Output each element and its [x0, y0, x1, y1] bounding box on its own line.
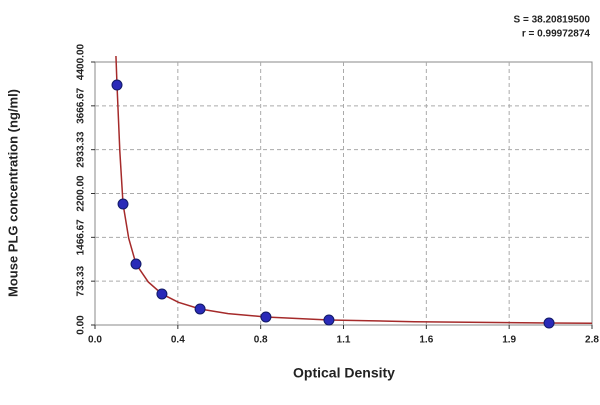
data-point — [260, 311, 272, 323]
data-point — [543, 317, 555, 329]
y-tick-label: 1466.67 — [76, 219, 87, 256]
x-tick-label: 1.6 — [419, 335, 433, 346]
y-tick-label: 4400.00 — [76, 43, 87, 80]
y-tick-label: 2200.00 — [76, 175, 87, 212]
x-tick-label: 0.8 — [254, 335, 268, 346]
fit-curve — [115, 55, 592, 324]
data-point — [117, 198, 129, 210]
data-point — [323, 314, 335, 326]
y-tick-label: 3666.67 — [76, 87, 87, 124]
x-tick-label: 0.0 — [88, 335, 102, 346]
y-tick-label: 733.33 — [76, 265, 87, 296]
data-point — [156, 288, 168, 300]
x-tick-label: 0.4 — [171, 335, 185, 346]
data-point — [194, 303, 206, 315]
plot-clip — [115, 55, 592, 324]
x-axis-label: Optical Density — [293, 365, 395, 381]
y-tick-label: 2933.33 — [76, 131, 87, 168]
y-tick-label: 0.00 — [76, 315, 87, 335]
annotation: r = 0.99972874 — [522, 29, 591, 40]
x-tick-label: 2.8 — [585, 335, 599, 346]
x-tick-label: 1.1 — [337, 335, 351, 346]
y-axis-label: Mouse PLG concentration (ng/ml) — [5, 89, 20, 297]
x-tick-label: 1.9 — [502, 335, 516, 346]
annotation: S = 38.20819500 — [514, 15, 591, 26]
data-point — [130, 258, 142, 270]
data-point — [111, 79, 123, 91]
